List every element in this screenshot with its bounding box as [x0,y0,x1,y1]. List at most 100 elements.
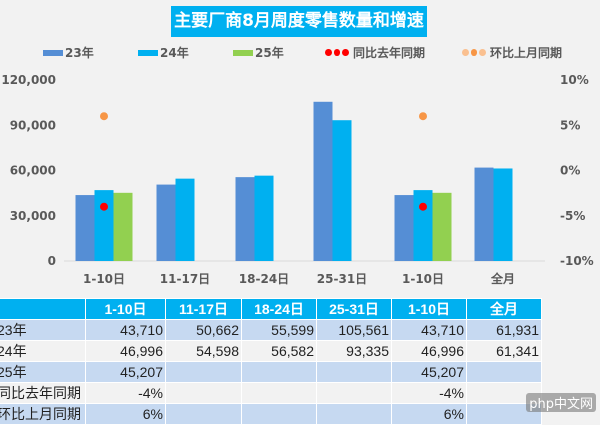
bar-23年 [394,195,414,261]
table-cell [466,361,542,383]
bar-24年 [254,175,274,261]
table-header-row: 1-10日 11-17日 18-24日 25-31日 1-10日 全月 [0,298,542,320]
table-cell: 93,335 [316,340,392,362]
x-tick-label: 11-17日 [160,272,210,286]
row-label: 23年 [0,319,86,341]
bar-23年 [313,101,333,261]
legend-marker [462,48,488,58]
bar-25年 [113,192,133,261]
y-right-tick-label: -10% [560,254,594,268]
table-cell [316,382,392,404]
table-header: 25-31日 [316,298,392,320]
x-tick-label: 1-10日 [83,272,125,286]
table-cell: 50,662 [165,319,242,341]
marker-同比去年同期 [100,202,108,211]
table-cell: 45,207 [85,361,166,383]
table-cell [316,403,392,425]
y-right-tick-label: 10% [560,73,589,87]
marker-同比去年同期 [419,202,427,211]
table-header: 18-24日 [241,298,317,320]
table-cell: 6% [391,403,467,425]
legend-swatch [233,49,253,56]
table-cell: -4% [85,382,166,404]
bar-24年 [413,190,433,261]
legend-item-24: 24年 [138,44,189,61]
y-left-tick-label: 0 [48,254,56,268]
y-left-tick-label: 120,000 [1,73,56,87]
bar-24年 [94,190,114,261]
legend-label: 25年 [255,46,284,60]
row-label: 环比上月同期 [0,403,86,425]
table-cell: 54,598 [165,340,242,362]
legend-marker [325,48,351,58]
row-label: 24年 [0,340,86,362]
x-tick-label: 1-10日 [402,272,444,286]
table-cell: 45,207 [391,361,467,383]
table-header: 1-10日 [85,298,166,320]
table-header: 全月 [466,298,542,320]
table-cell: 46,996 [391,340,467,362]
table-row: 同比去年同期 -4% -4% [0,382,542,404]
legend-item-23: 23年 [43,44,94,61]
legend-swatch [138,49,158,56]
legend-label: 23年 [65,46,94,60]
bar-24年 [332,120,352,261]
legend-item-yoy: 同比去年同期 [325,44,425,61]
y-left-tick-label: 60,000 [10,164,56,178]
bar-23年 [156,184,176,261]
table-cell: 6% [85,403,166,425]
table-cell [241,403,317,425]
y-left-tick-label: 30,000 [10,209,56,223]
table-header: 1-10日 [391,298,467,320]
y-right-tick-label: 5% [560,118,580,132]
legend: 23年 24年 25年 同比去年同期 环比上月同期 [0,42,600,62]
data-table: 1-10日 11-17日 18-24日 25-31日 1-10日 全月 23年4… [0,298,542,425]
table-header-blank [0,298,86,320]
table-cell: -4% [391,382,467,404]
table-cell [241,382,317,404]
row-label: 同比去年同期 [0,382,86,404]
table-header: 11-17日 [165,298,242,320]
table-cell: 55,599 [241,319,317,341]
table-cell [316,361,392,383]
bar-24年 [493,168,513,261]
legend-label: 环比上月同期 [490,46,563,60]
table-cell: 46,996 [85,340,166,362]
bar-24年 [175,178,195,261]
table-cell: 61,931 [466,319,542,341]
table-cell [165,361,242,383]
legend-swatch [43,49,63,56]
legend-label: 同比去年同期 [353,46,426,60]
bar-25年 [432,192,452,261]
y-left-tick-label: 90,000 [10,118,56,132]
legend-label: 24年 [160,46,189,60]
x-tick-label: 25-31日 [317,272,367,286]
chart-plot: 0 30,000 60,000 90,000 120,000 -10% -5% 0% 5% 10%… [1,73,594,286]
table-cell: 43,710 [85,319,166,341]
table-cell: 43,710 [391,319,467,341]
marker-环比上月同期 [419,112,427,121]
table-cell: 61,341 [466,340,542,362]
table-row: 环比上月同期 6% 6% [0,403,542,425]
y-right-tick-label: -5% [560,209,585,223]
chart-title: 主要厂商8月周度零售数量和增速 [171,6,427,37]
table-cell: 56,582 [241,340,317,362]
legend-item-mom: 环比上月同期 [462,44,562,61]
x-tick-label: 全月 [490,271,515,286]
table-cell [165,382,242,404]
table-cell: 105,561 [316,319,392,341]
table-cell [466,382,542,404]
row-label: 25年 [0,361,86,383]
bar-23年 [235,177,255,261]
table-cell [165,403,242,425]
table-cell [241,361,317,383]
legend-item-25: 25年 [233,44,284,61]
x-tick-label: 18-24日 [239,272,289,286]
bar-23年 [474,167,494,261]
watermark: php中文网 [526,393,596,412]
y-right-tick-label: 0% [560,164,580,178]
marker-环比上月同期 [100,112,108,121]
bar-23年 [75,195,95,261]
